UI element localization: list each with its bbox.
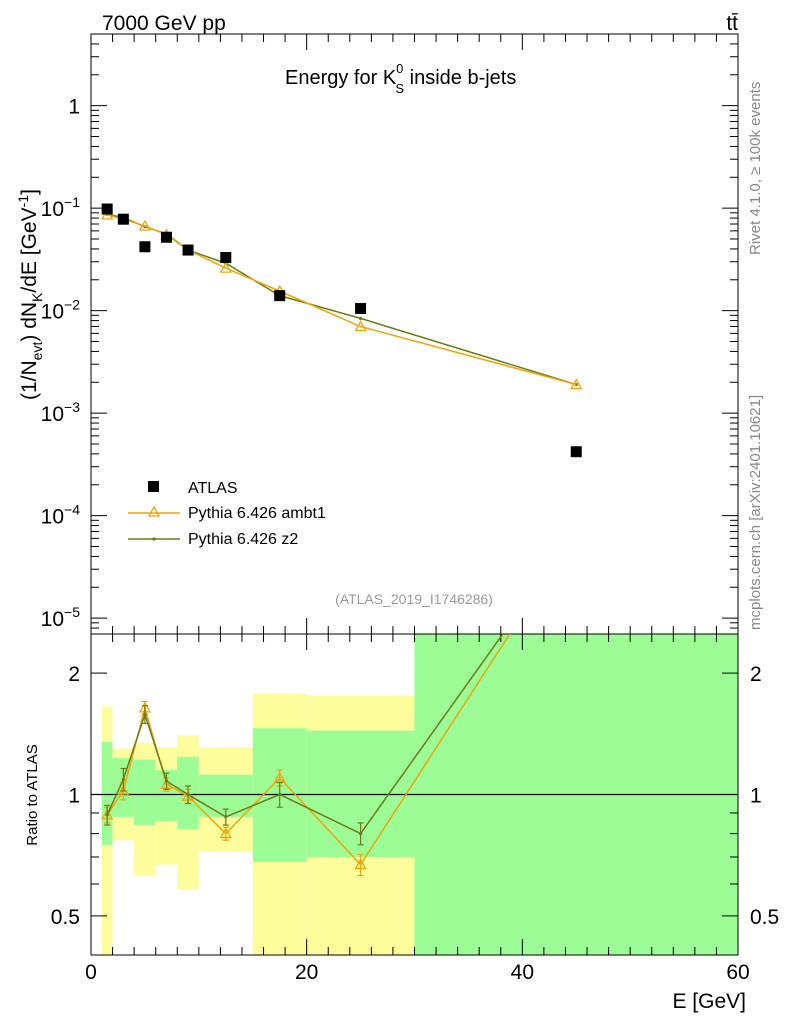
data-point [101,203,113,215]
legend-marker-atlas [148,481,159,492]
ylabel-part-1: (1/N [18,360,41,400]
data-point [273,771,286,783]
data-point [105,813,109,817]
rivet-version-label: Rivet 4.1.0, ≥ 100k events [747,82,764,255]
data-point [224,815,228,819]
chart-marks: 110−110−210−310−410−50 20 40 600.5 0.51 12 2 [41,33,779,984]
plot-title-rest: inside b-jets [404,67,516,89]
data-point [160,231,172,243]
ylabel-sub-2: K [29,292,45,302]
main-y-tick-label: 10−2 [41,297,81,324]
ratio-y-tick-label-left: 2 [68,663,80,686]
data-point [570,446,582,458]
data-point [570,378,583,390]
ratio-y-tick-label-left: 0.5 [51,906,80,929]
main-series-atlas [101,203,582,458]
legend-marker-ambt1 [147,505,161,517]
stat-uncertainty-band [155,770,178,821]
mcplots-label: mcplots.cern.ch [arXiv:2401.10621] [747,395,764,630]
data-point [354,320,367,332]
ratio-y-ticks: 0.5 0.5 1 1 2 2 [51,663,779,956]
ratio-y-tick-label-right: 0.5 [750,906,779,929]
plot-title: Energy for K0 S inside b-jets [285,61,516,96]
data-point [186,792,190,797]
data-point [143,712,147,716]
x-tick-label: 40 [511,961,534,984]
legend-label-ambt1: Pythia 6.426 ambt1 [188,505,326,522]
data-point [164,779,169,783]
ratio-y-tick-label-right: 1 [750,785,762,808]
data-point [138,219,152,231]
data-point [139,241,151,253]
data-point [117,213,129,225]
main-y-tick-exponent: −1 [64,194,80,210]
ratio-series-z2 [104,529,578,846]
data-point [358,316,363,320]
main-y-tick-label: 10−4 [41,502,81,529]
main-y-tick-base: 1 [68,96,80,119]
header-process-label: tt̄ [726,12,738,35]
main-y-tick-exponent: −4 [64,502,80,518]
main-y-tick-exponent: −2 [64,297,80,313]
ratio-series-group [101,526,581,877]
main-y-tick-base: 10 [41,301,64,324]
series-line [107,213,577,386]
data-point [219,261,232,273]
main-y-tick-base: 10 [41,506,64,529]
data-point [355,302,367,314]
analysis-label: (ATLAS_2019_I1746286) [335,591,493,607]
x-tick-label: 60 [726,961,749,984]
main-y-tick-exponent: −5 [64,604,80,620]
header-energy-label: 7000 GeV pp [102,12,226,35]
data-point [571,526,581,535]
legend-marker-z2 [152,537,156,541]
plot-title-sup: 0 [396,61,403,76]
ylabel-sub-1: evt [29,342,45,361]
ylabel-sup: -1 [15,195,31,208]
ylabel-part-4: ] [18,189,41,195]
stat-uncertainty-band [134,759,156,826]
ratio-y-tick-label-right: 2 [750,663,762,686]
x-tick-label: 20 [295,961,318,984]
main-y-tick-label: 10−3 [41,399,81,426]
legend-label-atlas: ATLAS [188,480,238,497]
ylabel-part-2: ) dN [18,302,41,342]
main-y-tick-base: 10 [41,608,64,631]
ratio-y-tick-label-left: 1 [68,785,80,808]
data-point [274,290,286,302]
ratio-y-axis-label: Ratio to ATLAS [24,744,41,845]
data-point [182,244,194,256]
x-ticks: 0 20 40 60 [85,34,750,984]
data-point [354,858,367,870]
plot-title-sub: S [395,81,404,96]
x-axis-label: E [GeV] [672,990,746,1013]
main-y-tick-label: 10−1 [41,194,81,221]
data-point [278,792,282,797]
series-line [106,214,577,386]
x-tick-label: 0 [85,961,97,984]
main-y-tick-label: 1 [68,96,80,119]
data-point [219,827,232,839]
main-y-tick-base: 10 [41,403,64,426]
ylabel-part-3: /dE [GeV [18,207,41,292]
legend: ATLAS Pythia 6.426 ambt1 Pythia 6.426 z2 [128,480,326,548]
main-y-tick-base: 10 [41,198,64,221]
main-y-ticks: 110−110−210−310−410−5 [41,33,738,635]
plot-title-main: Energy for K [285,67,397,89]
data-point [575,529,578,532]
main-y-tick-exponent: −3 [64,399,80,415]
stat-uncertainty-band [101,741,113,845]
data-point [121,777,125,782]
main-y-tick-label: 10−5 [41,604,81,631]
main-series-z2 [105,212,578,387]
main-y-axis-label: (1/Nevt) dNK/dE [GeV-1] [15,189,45,400]
data-point [358,831,363,836]
data-point [220,251,232,263]
main-series-ambt1 [101,208,583,390]
legend-label-z2: Pythia 6.426 z2 [188,531,298,548]
main-series-group [101,203,583,458]
